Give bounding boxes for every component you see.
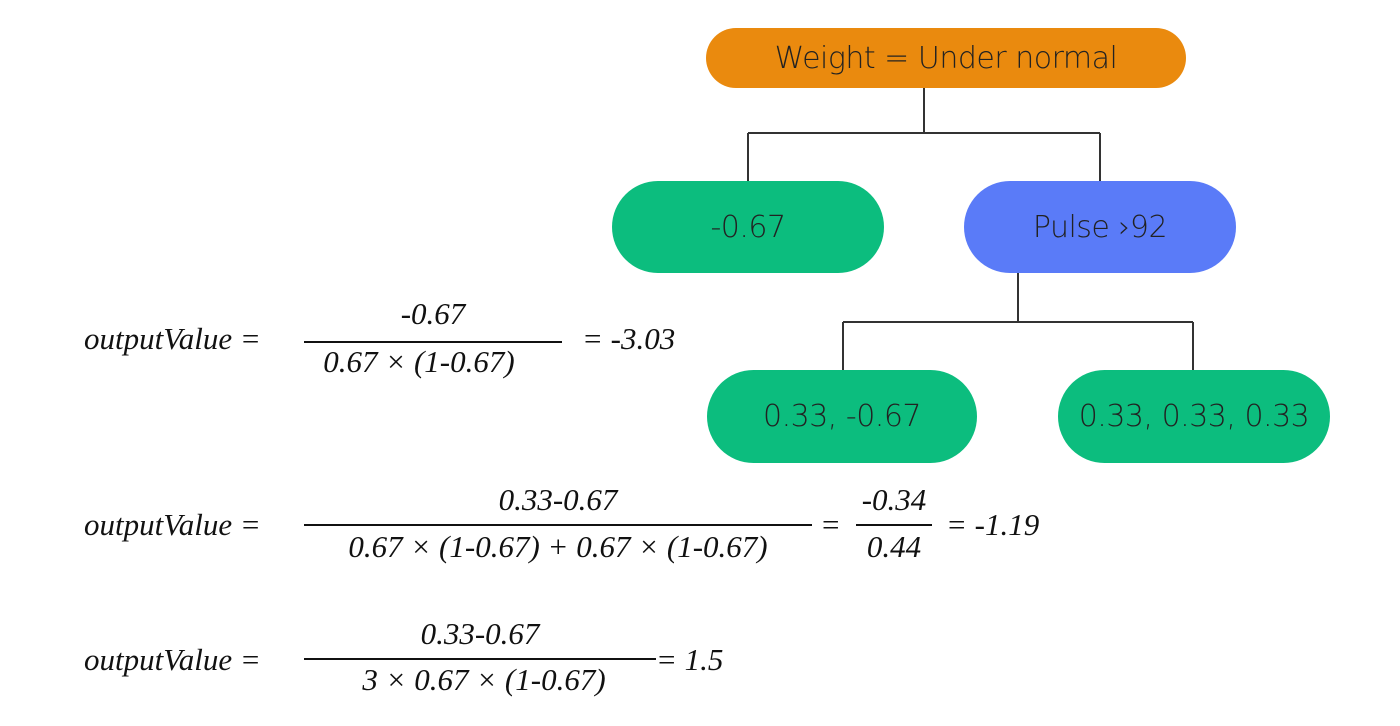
equation-2-fraction-bar-2 (856, 524, 932, 526)
root-node-label: Weight = Under normal (774, 40, 1118, 76)
split-node-pulse-label: Pulse ›92 (1032, 209, 1168, 245)
leaf-node-left: -0.67 (612, 181, 884, 273)
equation-2-lhs: outputValue = (84, 507, 261, 542)
equation-1-result: = -3.03 (582, 321, 676, 356)
equation-2-denominator: 0.67 × (1-0.67) + 0.67 × (1-0.67) (348, 529, 768, 564)
equation-1-numerator: -0.67 (400, 296, 466, 331)
equation-3-denominator: 3 × 0.67 × (1-0.67) (362, 662, 606, 697)
equation-3-fraction-bar (304, 658, 656, 660)
equation-2-fraction-bar (304, 524, 812, 526)
leaf-node-a: 0.33, -0.67 (707, 370, 977, 463)
equation-1-fraction-bar (304, 341, 562, 343)
root-node: Weight = Under normal (706, 28, 1186, 88)
leaf-node-left-label: -0.67 (710, 209, 786, 245)
leaf-node-b-label: 0.33, 0.33, 0.33 (1078, 399, 1310, 434)
equation-3-lhs: outputValue = (84, 642, 261, 677)
equation-2-numerator-2: -0.34 (861, 482, 927, 517)
equation-3-numerator: 0.33-0.67 (420, 616, 540, 651)
split-node-pulse: Pulse ›92 (964, 181, 1236, 273)
equation-2-result: = -1.19 (946, 507, 1040, 542)
equation-2-denominator-2: 0.44 (866, 529, 922, 564)
leaf-node-a-label: 0.33, -0.67 (763, 399, 922, 434)
equation-1-denominator: 0.67 × (1-0.67) (323, 344, 515, 379)
edge-split-children (842, 272, 1194, 370)
equation-1-lhs: outputValue = (84, 321, 261, 356)
edge-root-children (747, 88, 1101, 182)
leaf-node-b: 0.33, 0.33, 0.33 (1058, 370, 1330, 463)
equation-3-result: = 1.5 (656, 642, 724, 677)
equation-2-numerator: 0.33-0.67 (498, 482, 618, 517)
equation-2-equals: = (820, 507, 841, 542)
